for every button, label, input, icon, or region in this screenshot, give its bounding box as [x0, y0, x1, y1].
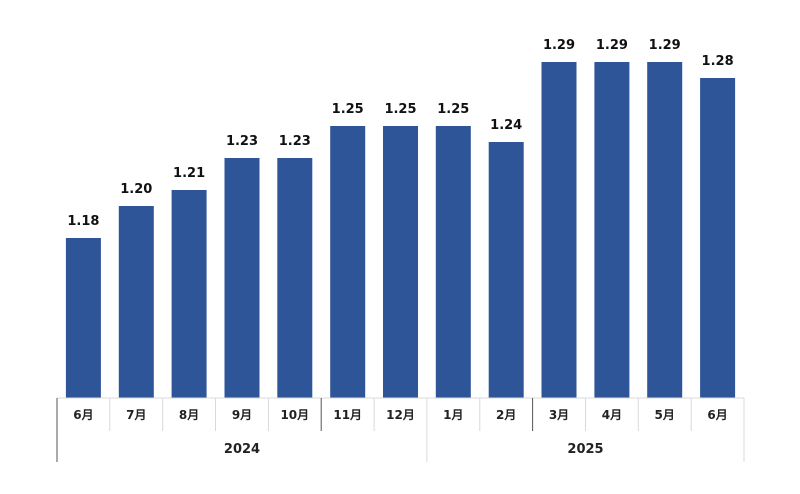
- tick-label-4: 10月: [280, 408, 309, 422]
- tick-label-1: 7月: [126, 408, 146, 422]
- bar-12: [700, 78, 736, 398]
- value-label-4: 1.23: [279, 134, 311, 149]
- value-label-6: 1.25: [384, 102, 416, 117]
- value-label-3: 1.23: [226, 134, 258, 149]
- tick-label-5: 11月: [333, 408, 362, 422]
- value-label-12: 1.28: [702, 54, 734, 69]
- category-axis: 6月 7月 8月 9月 10月 11月 12月 1月 2月 3月 4月 5月 6月 2024 2025: [56, 397, 745, 462]
- bar-4: [277, 158, 313, 398]
- value-label-11: 1.29: [649, 38, 681, 53]
- tick-label-3: 9月: [232, 408, 252, 422]
- value-label-8: 1.24: [490, 118, 522, 133]
- tick-label-9: 3月: [549, 408, 569, 422]
- bar-5: [330, 126, 366, 398]
- value-label-5: 1.25: [332, 102, 364, 117]
- tick-label-10: 4月: [602, 408, 622, 422]
- value-label-0: 1.18: [67, 214, 99, 229]
- bar-6: [383, 126, 418, 398]
- value-label-9: 1.29: [543, 38, 575, 53]
- bar-10: [594, 62, 630, 398]
- group-label-0: 2024: [224, 442, 260, 457]
- bar-7: [435, 126, 471, 398]
- value-labels-layer: 1.18 1.20 1.21 1.23 1.23 1.25 1.25 1.25 1.24 1.29…: [67, 38, 733, 229]
- tick-label-7: 1月: [443, 408, 463, 422]
- value-label-2: 1.21: [173, 166, 205, 181]
- bar-2: [171, 190, 207, 398]
- tick-label-11: 5月: [655, 408, 675, 422]
- bar-8: [488, 142, 524, 398]
- tick-label-8: 2月: [496, 408, 516, 422]
- bar-11: [647, 62, 683, 398]
- tick-label-6: 12月: [386, 408, 415, 422]
- tick-label-0: 6月: [73, 408, 93, 422]
- bar-3: [224, 158, 260, 398]
- bar-9: [541, 62, 577, 398]
- group-label-1: 2025: [567, 442, 603, 457]
- bar-1: [118, 206, 154, 398]
- value-label-7: 1.25: [437, 102, 469, 117]
- tick-label-2: 8月: [179, 408, 199, 422]
- tick-label-12: 6月: [707, 408, 727, 422]
- value-label-1: 1.20: [120, 182, 152, 197]
- bar-0: [65, 238, 101, 398]
- bars-layer: [65, 62, 736, 398]
- value-label-10: 1.29: [596, 38, 628, 53]
